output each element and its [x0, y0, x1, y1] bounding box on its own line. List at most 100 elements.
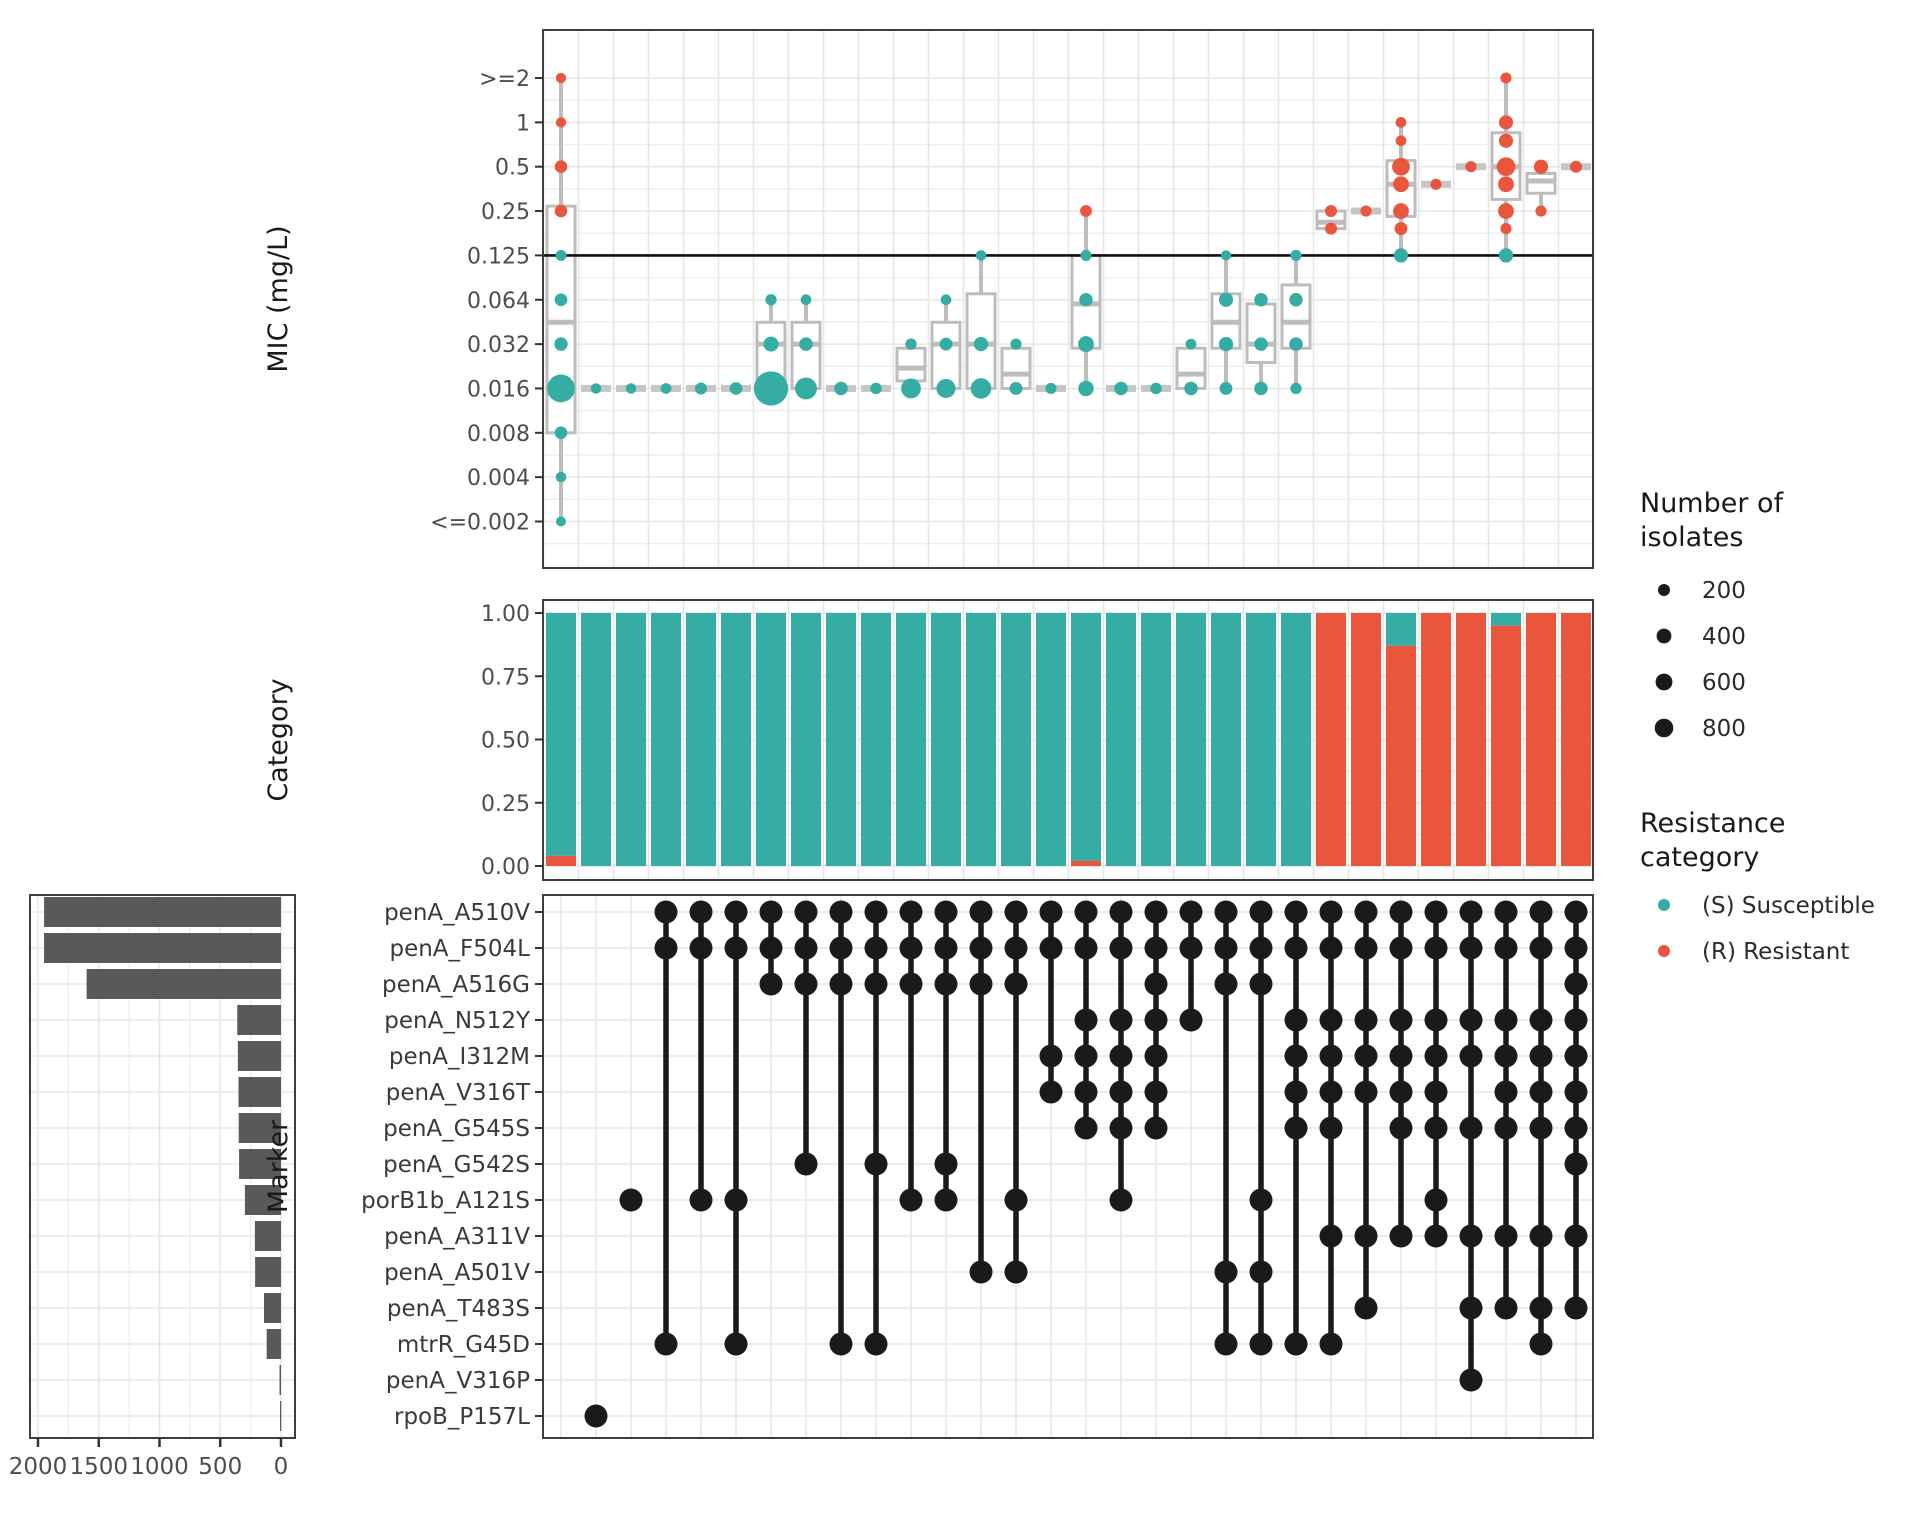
set-size-bar — [280, 1401, 282, 1431]
category-legend-label: (S) Susceptible — [1702, 893, 1875, 919]
matrix-dot — [829, 972, 853, 996]
category-tick-label: 1.00 — [481, 602, 530, 627]
matrix-dot — [1249, 1260, 1273, 1284]
set-size-tick-label: 0 — [274, 1454, 289, 1480]
matrix-dot — [1529, 900, 1553, 924]
mic-dot — [753, 371, 789, 406]
matrix-dot — [969, 936, 993, 960]
category-bar-resistant — [1456, 613, 1486, 866]
category-bar-susceptible — [1386, 613, 1416, 646]
matrix-dot — [759, 972, 783, 996]
category-bar-susceptible — [686, 613, 716, 866]
mic-box — [930, 320, 962, 390]
matrix-dot — [1109, 1188, 1133, 1212]
size-legend-dot — [1657, 583, 1671, 597]
mic-dot — [1498, 203, 1514, 219]
category-bar-resistant — [1561, 613, 1591, 866]
matrix-dot — [1109, 1008, 1133, 1032]
category-bar-susceptible — [826, 613, 856, 866]
size-legend-label: 200 — [1702, 578, 1746, 604]
matrix-dot — [1424, 1188, 1448, 1212]
marker-label: penA_I312M — [389, 1044, 530, 1070]
set-size-bar — [44, 897, 282, 927]
mic-box — [790, 320, 822, 390]
category-axis-title: Category — [263, 678, 294, 801]
matrix-dot — [969, 900, 993, 924]
matrix-dot — [1179, 900, 1203, 924]
mic-dot — [1395, 116, 1407, 128]
set-size-tick-label: 1500 — [69, 1454, 128, 1480]
matrix-dot — [1564, 1296, 1588, 1320]
marker-label: penA_T483S — [387, 1296, 530, 1322]
matrix-dot — [1354, 936, 1378, 960]
mic-dot — [1500, 72, 1512, 84]
matrix-dot — [1284, 1116, 1308, 1140]
mic-dot — [1500, 223, 1512, 235]
marker-label: penA_A311V — [384, 1224, 530, 1250]
category-legend-title: category — [1640, 842, 1759, 873]
mic-tick-label: 0.25 — [481, 200, 530, 225]
mic-dot — [870, 382, 882, 395]
matrix-dot — [1039, 1044, 1063, 1068]
matrix-dot — [794, 1152, 818, 1176]
mic-dot — [1290, 382, 1302, 395]
mic-dot — [590, 383, 602, 394]
matrix-dot — [1214, 972, 1238, 996]
mic-dot — [625, 383, 637, 394]
matrix-dot — [1249, 972, 1273, 996]
mic-dot — [1254, 337, 1268, 351]
matrix-dot — [1284, 1044, 1308, 1068]
matrix-dot — [1459, 1116, 1483, 1140]
matrix-bg — [543, 895, 1593, 1438]
mic-dot — [555, 72, 567, 84]
mic-points — [547, 72, 1583, 527]
mic-dot — [901, 378, 921, 399]
marker-label: penA_N512Y — [384, 1008, 531, 1034]
mic-dot — [1078, 336, 1094, 353]
matrix-dot — [1214, 936, 1238, 960]
matrix-dot — [1109, 1080, 1133, 1104]
matrix-dot — [1109, 936, 1133, 960]
matrix-dot — [1389, 1044, 1413, 1068]
set-size-bar — [239, 1149, 281, 1179]
matrix-dot — [1494, 1296, 1518, 1320]
matrix-dot — [969, 972, 993, 996]
mic-dot — [1496, 157, 1516, 177]
category-bar-susceptible — [791, 613, 821, 866]
matrix-dot — [759, 936, 783, 960]
mic-dot — [975, 250, 987, 261]
category-bar-resistant — [546, 855, 576, 866]
mic-box — [895, 346, 927, 383]
matrix-dot — [1354, 1080, 1378, 1104]
matrix-dot — [1459, 1296, 1483, 1320]
mic-dot — [1150, 382, 1162, 395]
matrix-dot — [1459, 1044, 1483, 1068]
category-bar-susceptible — [966, 613, 996, 866]
marker-label: penA_G545S — [383, 1116, 530, 1142]
category-bar-susceptible — [1071, 613, 1101, 861]
mic-tick-label: <=0.002 — [430, 511, 530, 536]
matrix-dot — [1494, 1224, 1518, 1248]
mic-dot — [1289, 337, 1303, 351]
mic-dot — [1114, 381, 1128, 396]
matrix-dot — [864, 972, 888, 996]
matrix-dot — [619, 1188, 643, 1212]
mic-dot — [554, 160, 568, 174]
mic-dot — [554, 426, 568, 440]
set-size-bar — [266, 1329, 281, 1359]
matrix-dot — [1529, 1008, 1553, 1032]
matrix-dot — [1144, 1008, 1168, 1032]
mic-dot — [554, 204, 568, 218]
matrix-dot — [1109, 1044, 1133, 1068]
mic-dot — [970, 378, 992, 399]
set-size-tick-label: 500 — [198, 1454, 242, 1480]
set-size-bar — [263, 1293, 281, 1323]
mic-dot — [905, 338, 917, 350]
category-bar-susceptible — [546, 613, 576, 856]
matrix-dot — [1144, 1080, 1168, 1104]
mic-dot — [1219, 382, 1233, 395]
matrix-dot — [689, 936, 713, 960]
matrix-dot — [1529, 936, 1553, 960]
matrix-dot — [1004, 1188, 1028, 1212]
